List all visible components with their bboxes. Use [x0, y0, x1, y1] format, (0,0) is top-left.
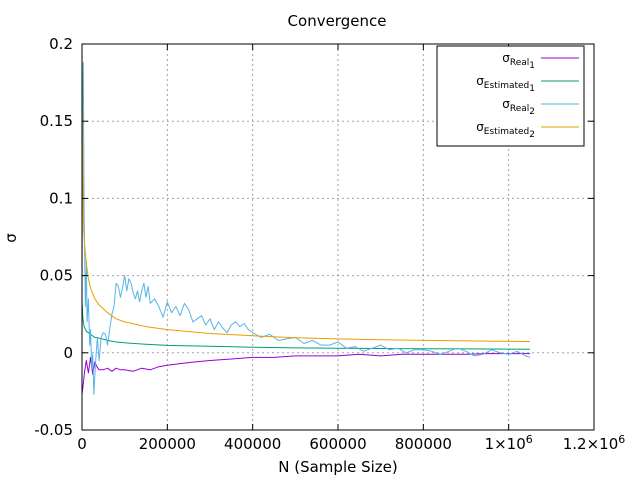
x-tick-label: 200000: [139, 435, 196, 453]
legend: σReal1 σEstimated1 σReal2 σEstimated2: [436, 45, 585, 147]
x-tick-label: 1.2×106: [563, 433, 626, 453]
axis-ticks: 0 200000 400000 600000 800000 1×106 1.2×106 -0.…: [34, 35, 625, 453]
y-tick-label: 0.15: [40, 112, 73, 130]
series-line: [81, 48, 531, 342]
series-line: [81, 300, 531, 350]
x-tick-label: 1×106: [485, 433, 533, 453]
legend-entry-label: σReal2: [502, 97, 535, 117]
y-axis-label: σ: [2, 233, 20, 243]
y-tick-label: 0: [63, 344, 73, 362]
legend-entry-label: σEstimated2: [476, 120, 535, 140]
x-tick-label: 0: [77, 435, 87, 453]
y-tick-label: -0.05: [34, 421, 73, 439]
y-tick-label: 0.2: [49, 35, 73, 53]
y-tick-label: 0.1: [49, 189, 73, 207]
x-axis-label: N (Sample Size): [278, 458, 398, 476]
legend-entry-label: σReal1: [502, 51, 535, 71]
x-tick-label: 400000: [224, 435, 281, 453]
legend-box: [436, 45, 585, 147]
x-tick-label: 600000: [309, 435, 366, 453]
series-line: [81, 62, 531, 395]
y-tick-label: 0.05: [40, 267, 73, 285]
x-tick-label: 800000: [395, 435, 452, 453]
chart-title: Convergence: [288, 12, 387, 30]
legend-entry-label: σEstimated1: [476, 74, 535, 94]
series-group: [81, 48, 531, 395]
